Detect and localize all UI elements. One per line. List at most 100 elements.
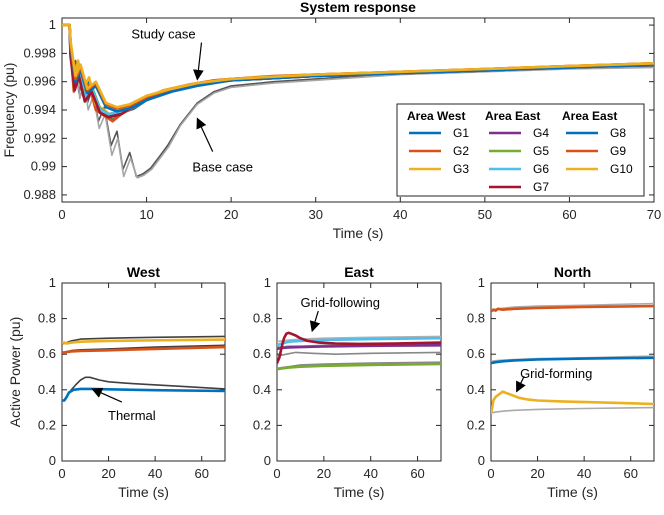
y-tick-label: 0.994 [23,102,56,117]
series-line-g8 [491,356,654,365]
legend-item-label: G6 [533,162,549,176]
legend-header: Area East [485,109,540,123]
x-tick-label: 0 [58,207,65,222]
annotation-label: Study case [131,27,195,42]
annotation-arrow [196,117,214,152]
annotation-label: Thermal [108,408,156,423]
y-tick-label: 0 [264,453,271,468]
y-axis-label: Frequency (pu) [1,63,17,158]
x-tick-label: 0 [487,466,494,481]
legend: Area West Area East Area East G1 G2 G3 G4 G5 G6 G… [396,103,645,197]
y-tick-label: 0.4 [467,382,485,397]
y-tick-label: 0.4 [253,382,271,397]
series-line-g1 [62,387,225,402]
chart-north: 0 20 40 60 0 0.2 0.4 0.6 0.8 1 North Time (s) Grid-f… [467,264,655,500]
y-tick-label: 0.2 [467,417,485,432]
y-tick-label: 0.99 [31,159,56,174]
y-tick-label: 1 [49,17,56,32]
chart-title: East [344,264,374,280]
y-tick-label: 0.6 [467,346,485,361]
x-tick-label: 20 [317,466,331,481]
chart-top: 0 10 20 30 40 50 60 70 0.988 0.99 0.992 0.994 0.996 0… [1,0,661,241]
x-tick-label: 30 [308,207,322,222]
series-line-g2 [62,345,225,354]
series-line-g9 [491,304,654,313]
y-tick-label: 0.6 [38,346,56,361]
chart-title: North [554,264,591,280]
y-axis-label: Active Power (pu) [7,317,23,427]
legend-header: Area East [562,109,617,123]
series-line-g10-base [491,406,654,414]
annotation-arrow [91,387,123,403]
legend-item-label: G1 [453,126,469,140]
y-tick-label: 0 [49,453,56,468]
legend-item-label: G10 [610,162,633,176]
x-tick-label: 20 [530,466,544,481]
legend-item-label: G5 [533,144,549,158]
legend-item-label: G4 [533,126,549,140]
x-tick-label: 0 [273,466,280,481]
axes-box [490,282,655,462]
chart-east: 0 20 40 60 0 0.2 0.4 0.6 0.8 1 East Time (s) Grid-fo… [253,264,442,500]
legend-item-label: G8 [610,126,626,140]
series-line-g10 [62,23,654,109]
y-tick-label: 0.996 [23,74,56,89]
axes-box [61,282,226,462]
annotation-label: Base case [192,160,253,175]
y-tick-label: 0 [478,453,485,468]
y-tick-label: 0.2 [38,417,56,432]
y-tick-label: 0.998 [23,45,56,60]
legend-item-label: G3 [453,162,469,176]
y-tick-label: 1 [264,275,271,290]
chart-title: System response [300,0,416,15]
legend-item-label: G2 [453,144,469,158]
annotation-label: Grid-forming [520,366,592,381]
x-tick-label: 70 [647,207,661,222]
x-axis-label: Time (s) [118,484,169,500]
y-tick-label: 0.8 [38,311,56,326]
series-line-g7-base [277,351,441,357]
y-tick-label: 0.992 [23,130,56,145]
series-line-g5 [277,362,441,371]
y-tick-label: 0.4 [38,382,56,397]
series-line-g7 [277,331,441,365]
x-tick-label: 20 [224,207,238,222]
series-line-g3 [62,338,225,345]
x-tick-label: 20 [101,466,115,481]
annotation-arrow [193,42,204,81]
x-axis-label: Time (s) [547,484,598,500]
y-tick-label: 1 [49,275,56,290]
legend-header: Area West [407,109,465,123]
x-tick-label: 40 [393,207,407,222]
x-tick-label: 60 [562,207,576,222]
annotation-arrow [309,310,321,333]
series-line-base-case-alt- [62,24,654,179]
series-group [62,335,225,402]
chart-west: 0 20 40 60 0 0.2 0.4 0.6 0.8 1 West Time (s) Active … [7,264,226,500]
chart-title: West [127,264,161,280]
y-tick-label: 0.6 [253,346,271,361]
x-axis-label: Time (s) [333,225,384,241]
x-tick-label: 60 [410,466,424,481]
x-tick-label: 60 [623,466,637,481]
series-line-g10 [491,390,654,415]
y-tick-label: 0.8 [253,311,271,326]
series-group [491,302,654,415]
x-tick-label: 40 [148,466,162,481]
x-tick-label: 50 [478,207,492,222]
x-tick-label: 10 [139,207,153,222]
annotation-label: Grid-following [301,295,380,310]
x-tick-label: 60 [194,466,208,481]
y-tick-label: 1 [478,275,485,290]
x-axis-label: Time (s) [334,484,385,500]
series-line-g8 [62,23,654,113]
x-tick-label: 40 [577,466,591,481]
y-tick-label: 0.2 [253,417,271,432]
series-group [277,331,441,371]
legend-item-label: G9 [610,144,626,158]
x-tick-label: 40 [363,466,377,481]
series-group [62,23,654,179]
y-tick-label: 0.8 [467,311,485,326]
axes-box [276,282,442,462]
